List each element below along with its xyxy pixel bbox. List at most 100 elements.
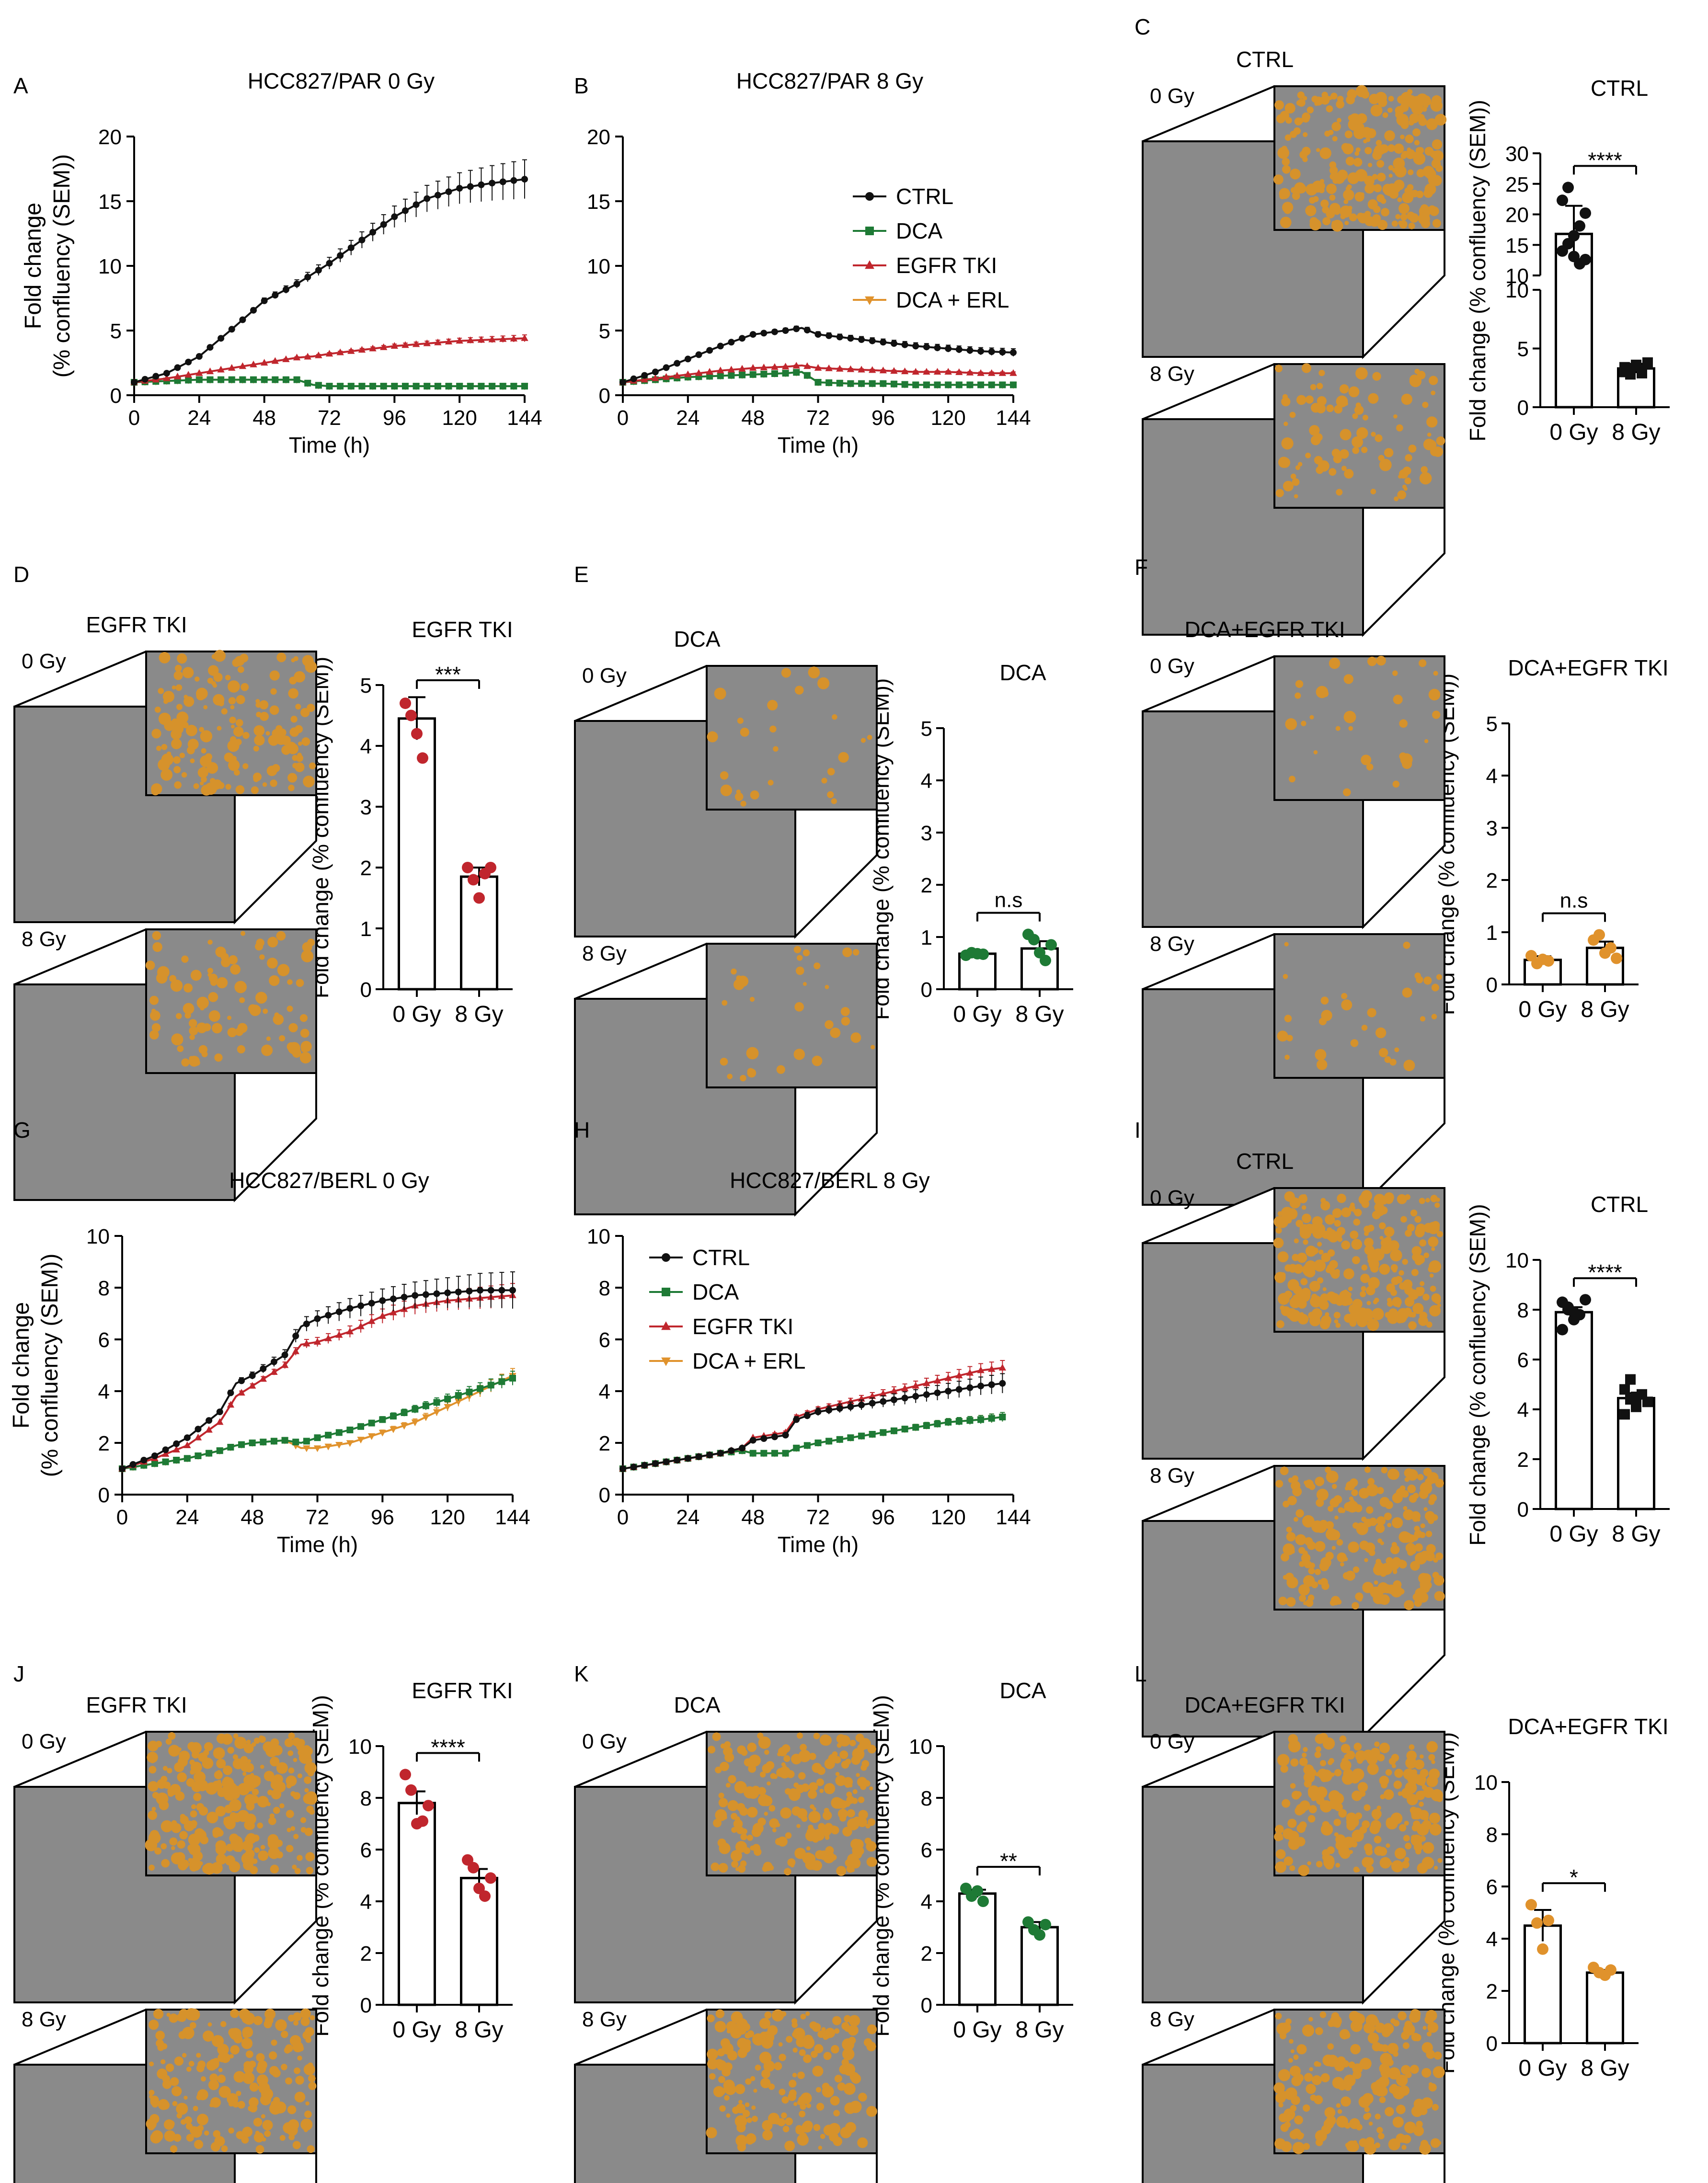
data-point-tki <box>477 336 485 343</box>
cell-mask <box>259 1736 266 1743</box>
panel-letter-h: H <box>574 1118 590 1143</box>
data-point <box>423 1800 434 1812</box>
cell-mask <box>194 2139 204 2149</box>
cell-mask <box>1395 214 1400 219</box>
cell-mask <box>149 1758 155 1763</box>
cell-mask <box>1419 659 1427 667</box>
data-point-ctrl <box>304 274 311 281</box>
data-point <box>1605 942 1616 954</box>
cell-mask <box>1356 427 1368 439</box>
x-tick-label: 120 <box>430 1506 465 1529</box>
data-point-tki <box>271 357 279 364</box>
cell-mask <box>848 2015 860 2027</box>
data-point-ctrl <box>619 1465 626 1472</box>
y-tick-label: 10 <box>98 255 122 278</box>
cell-mask <box>1381 2044 1389 2052</box>
y-tick-label: 8 <box>921 1787 932 1810</box>
data-point-combo <box>422 1414 430 1421</box>
cell-mask <box>268 1847 280 1859</box>
cell-mask <box>1431 1760 1435 1764</box>
cell-mask <box>1339 2029 1350 2040</box>
data-point-tki <box>955 1372 963 1379</box>
cell-mask <box>1324 2107 1336 2118</box>
cell-mask <box>190 1810 197 1817</box>
data-point-dca <box>803 372 811 379</box>
cell-mask <box>187 2008 200 2021</box>
cell-mask <box>1403 1509 1414 1520</box>
data-point-dca <box>434 383 441 390</box>
cell-mask <box>1351 1489 1358 1497</box>
cell-mask <box>274 1012 279 1017</box>
cell-mask <box>1403 1060 1415 1071</box>
data-point <box>1525 1899 1537 1911</box>
cell-mask <box>1273 2082 1285 2094</box>
cell-mask <box>299 1014 308 1022</box>
cell-mask <box>1345 2143 1350 2148</box>
series-line-tki <box>622 1367 1003 1470</box>
y-tick-label: 2 <box>360 857 372 880</box>
x-tick-label: 120 <box>930 406 965 430</box>
cell-mask <box>1434 1591 1444 1601</box>
cell-mask <box>1281 1553 1289 1562</box>
bar-0 <box>398 717 436 991</box>
cell-mask <box>1288 1734 1298 1744</box>
image-title: EGFR TKI <box>86 1692 187 1717</box>
cell-mask <box>151 783 162 795</box>
cell-mask <box>227 1028 237 1038</box>
cell-mask <box>203 1863 216 1875</box>
cell-mask <box>866 2106 877 2117</box>
data-point-dca <box>988 381 995 389</box>
cell-mask <box>719 2105 726 2112</box>
cell-mask <box>1419 1801 1424 1807</box>
cell-mask <box>252 1788 259 1796</box>
cell-mask <box>1370 1820 1381 1831</box>
cell-mask <box>1376 1486 1384 1494</box>
x-tick-label: 144 <box>507 406 542 430</box>
data-point-tki <box>781 363 790 370</box>
cell-mask <box>1289 1296 1301 1308</box>
cell-mask <box>293 2020 299 2026</box>
cell-mask <box>737 718 744 724</box>
x-tick-label: 0 Gy <box>953 1002 1001 1027</box>
cell-mask <box>294 1868 301 1874</box>
data-point-dca <box>206 1450 213 1457</box>
data-point-tki <box>760 364 768 370</box>
cell-mask <box>1422 401 1429 408</box>
cell-mask <box>747 2030 755 2037</box>
cell-mask <box>745 2102 750 2107</box>
cell-mask <box>1313 1790 1325 1802</box>
cell-mask <box>1293 2054 1299 2060</box>
cell-mask <box>778 1747 788 1757</box>
cell-mask <box>1339 1293 1352 1306</box>
cell-mask <box>1420 2139 1429 2148</box>
cell-mask <box>270 779 277 787</box>
data-point-ctrl <box>293 280 300 287</box>
significance-bracket: ** <box>976 1849 1041 1875</box>
cell-mask <box>1344 220 1349 226</box>
data-point-ctrl <box>314 1315 321 1322</box>
cell-mask <box>1390 1249 1402 1262</box>
cell-mask <box>175 1852 182 1859</box>
cell-mask <box>204 1742 213 1751</box>
cell-mask <box>149 1766 157 1774</box>
cell-mask <box>216 1759 226 1769</box>
data-point-ctrl <box>195 1426 202 1433</box>
data-point-tki <box>260 359 268 366</box>
cell-mask <box>1414 140 1420 146</box>
cell-mask <box>841 2058 849 2067</box>
cell-mask <box>1394 143 1404 154</box>
cell-mask <box>176 704 183 710</box>
cell-mask <box>1296 2044 1307 2055</box>
data-point-ctrl <box>684 355 691 363</box>
cell-mask <box>742 2023 750 2032</box>
data-point-tki <box>771 363 779 370</box>
x-tick-label: 24 <box>175 1506 199 1529</box>
cell-mask <box>718 1793 724 1799</box>
cell-mask <box>245 1833 257 1844</box>
data-point-ctrl <box>760 1435 768 1442</box>
cell-mask <box>243 1844 250 1850</box>
cell-mask <box>838 1735 850 1747</box>
data-point-ctrl <box>977 348 985 355</box>
